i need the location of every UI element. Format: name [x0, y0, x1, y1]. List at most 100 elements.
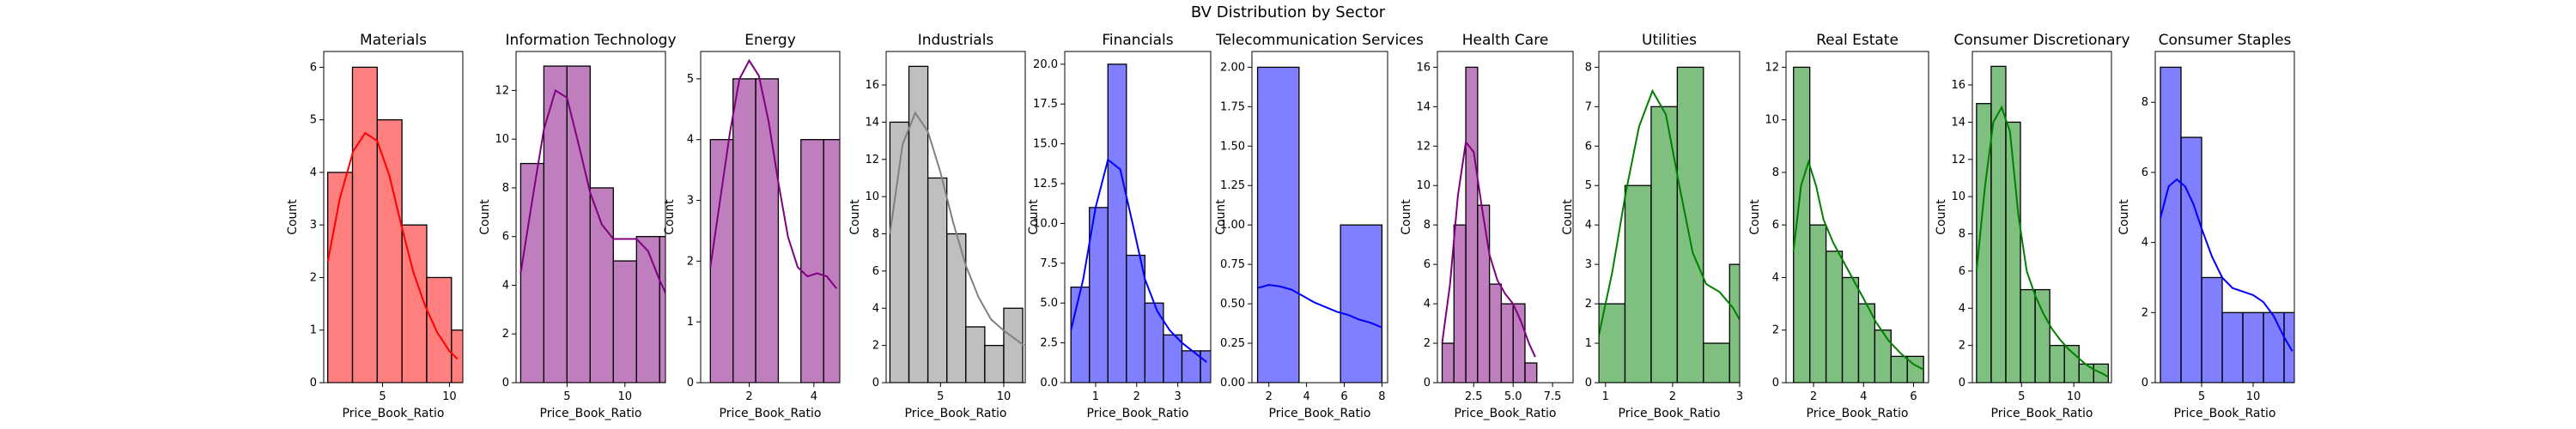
subplot-consumer-staples: 0 2 4 6 8 5 10 Consumer Staples Price_Book_Ratio… [2117, 32, 2295, 420]
x-tick-label: 10 [997, 390, 1012, 403]
subplot-health-care: 0 2 4 6 8 10 12 14 16 2.5 5.0 7.5 Health Care Price_B… [1400, 32, 1574, 420]
histogram-bar [1650, 106, 1679, 383]
y-tick-label: 12 [495, 84, 509, 97]
y-tick-label: 5 [687, 73, 694, 86]
histogram-bar [823, 139, 840, 383]
y-tick-label: 4 [2142, 237, 2148, 250]
y-tick-label: 17.5 [1033, 98, 1058, 111]
x-tick-label: 3 [1175, 390, 1182, 403]
plot-area [1975, 65, 2109, 383]
x-axis-label: Price_Book_Ratio [1991, 407, 2093, 420]
y-tick-label: 16 [865, 79, 879, 92]
x-tick-label: 5 [937, 390, 944, 403]
plot-area [519, 65, 665, 383]
histogram-bar [1809, 224, 1827, 383]
y-tick-label: 3 [310, 219, 317, 232]
histogram-bar [2263, 311, 2285, 383]
axes-frame [1437, 51, 1574, 384]
histogram-bar [908, 65, 929, 383]
x-tick-label: 2 [1669, 390, 1676, 403]
y-tick-label: 2 [1959, 340, 1965, 353]
x-tick-label: 10 [618, 390, 633, 403]
x-tick-label: 1 [1602, 390, 1609, 403]
x-tick-label: 2 [745, 390, 752, 403]
y-axis-label: Count [848, 199, 862, 235]
histogram-bar [1841, 276, 1860, 383]
y-tick-label: 0 [687, 377, 694, 390]
kde-line [326, 131, 459, 360]
y-tick-label: 14 [865, 116, 879, 129]
y-tick-label: 16 [1951, 79, 1965, 92]
plot-area [1070, 63, 1211, 383]
histogram-bar [635, 236, 660, 383]
axes-frame [323, 51, 464, 384]
x-axis-label: Price_Book_Ratio [343, 407, 445, 420]
y-tick-label: 10 [1765, 114, 1779, 127]
x-tick-label: 10 [2246, 390, 2261, 403]
x-axis-label: Price_Book_Ratio [1087, 407, 1189, 420]
y-tick-label: 0 [1772, 377, 1779, 390]
y-tick-label: 6 [502, 231, 509, 244]
histogram-bar [1453, 224, 1467, 383]
histogram-bar [1728, 263, 1740, 383]
y-tick-label: 4 [1959, 302, 1965, 315]
plot-area [709, 58, 840, 383]
y-tick-label: 2 [687, 255, 694, 268]
y-tick-label: 4 [872, 302, 879, 315]
x-tick-label: 8 [1378, 390, 1385, 403]
plot-area [1256, 66, 1383, 383]
histogram-bar [984, 344, 1005, 383]
x-axis-label: Price_Book_Ratio [1807, 407, 1909, 420]
x-tick-label: 2.5 [1465, 390, 1483, 403]
y-tick-label: 4 [502, 279, 509, 292]
histogram-bar [2020, 288, 2036, 383]
y-tick-label: 4 [1772, 271, 1779, 284]
y-tick-label: 2 [1424, 337, 1431, 350]
x-axis-label: Price_Book_Ratio [1269, 407, 1371, 420]
subplot-title: Utilities [1642, 32, 1697, 49]
histogram-bar [2005, 121, 2021, 383]
y-tick-label: 0.75 [1220, 258, 1245, 271]
histogram-bar [2242, 311, 2264, 383]
histogram-bar [755, 78, 780, 383]
x-tick-label: 5 [2198, 390, 2205, 403]
y-tick-label: 8 [1585, 61, 1592, 74]
axes-frame [885, 51, 1026, 384]
y-axis-label: Count [2117, 199, 2131, 235]
y-tick-label: 12 [1951, 154, 1965, 166]
y-tick-label: 1 [310, 324, 317, 337]
y-tick-label: 8 [872, 228, 879, 241]
y-tick-label: 0.50 [1220, 298, 1245, 311]
histogram-bar [1003, 307, 1024, 383]
kde-line [1070, 158, 1207, 363]
y-axis-label: Count [286, 199, 300, 235]
histogram-bar [401, 224, 428, 383]
y-tick-label: 2 [872, 340, 879, 353]
subplot-real-estate: 0 2 4 6 8 10 12 2 4 6 Real Estate Price_Book_Ratio C… [1748, 32, 1929, 420]
y-tick-label: 1.50 [1220, 140, 1245, 153]
histogram-bar [800, 139, 824, 383]
y-tick-label: 10 [1951, 190, 1965, 203]
histogram-bar [1524, 362, 1538, 383]
y-axis-label: Count [1214, 199, 1228, 235]
subplot-title: Real Estate [1816, 32, 1899, 49]
y-tick-label: 10 [865, 190, 879, 203]
plot-area [1441, 66, 1538, 383]
histogram-bar [543, 65, 568, 383]
y-tick-label: 2.00 [1220, 61, 1245, 74]
y-tick-label: 6 [2142, 166, 2148, 179]
subplot-industrials: 0 2 4 6 8 10 12 14 16 5 10 Industrials Price_Book_Ra… [848, 32, 1026, 420]
x-tick-label: 5 [379, 390, 386, 403]
histogram-bar [1477, 204, 1491, 383]
y-tick-label: 6 [310, 61, 317, 74]
histogram-bar [2049, 344, 2065, 383]
histogram-bar [1703, 342, 1730, 383]
histogram-bar [2201, 276, 2223, 383]
x-tick-label: 2 [1810, 390, 1817, 403]
x-axis-label: Price_Book_Ratio [905, 407, 1007, 420]
x-tick-label: 7.5 [1544, 390, 1562, 403]
x-axis-label: Price_Book_Ratio [2174, 407, 2276, 420]
histogram-bar [1200, 350, 1211, 383]
